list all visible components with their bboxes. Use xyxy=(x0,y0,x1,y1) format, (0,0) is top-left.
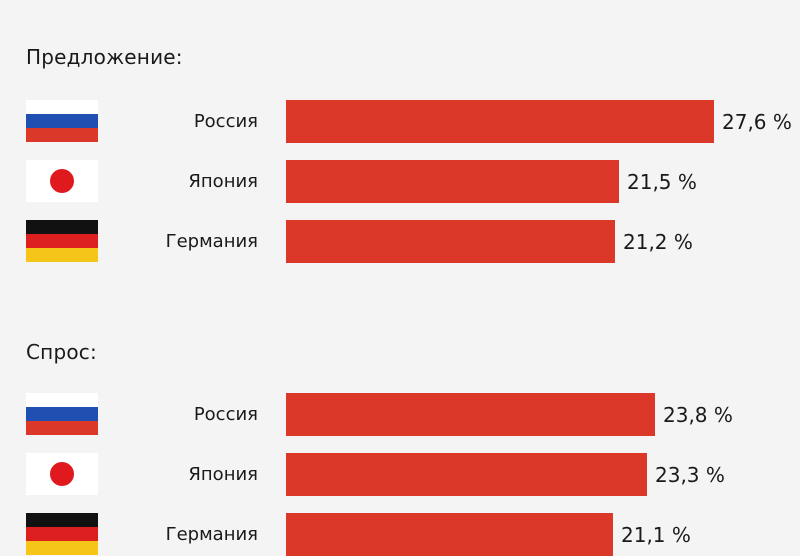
value-label: 21,2 % xyxy=(623,230,693,254)
country-label: Япония xyxy=(188,464,258,485)
country-label: Россия xyxy=(193,404,258,425)
value-label: 23,8 % xyxy=(663,403,733,427)
flag-germany-icon xyxy=(26,220,98,262)
bar xyxy=(286,453,647,496)
flag-russia-icon xyxy=(26,393,98,435)
bar xyxy=(286,220,615,263)
bar xyxy=(286,160,619,203)
value-label: 27,6 % xyxy=(722,110,792,134)
section-title-supply: Предложение: xyxy=(26,45,183,69)
value-label: 21,1 % xyxy=(621,523,691,547)
country-label: Германия xyxy=(165,231,258,252)
flag-russia-icon xyxy=(26,100,98,142)
bar xyxy=(286,513,613,556)
flag-japan-icon xyxy=(26,453,98,495)
section-title-demand: Спрос: xyxy=(26,340,97,364)
bar xyxy=(286,100,714,143)
bar xyxy=(286,393,655,436)
country-label: Германия xyxy=(165,524,258,545)
country-label: Россия xyxy=(193,111,258,132)
flag-japan-icon xyxy=(26,160,98,202)
value-label: 23,3 % xyxy=(655,463,725,487)
country-label: Япония xyxy=(188,171,258,192)
value-label: 21,5 % xyxy=(627,170,697,194)
